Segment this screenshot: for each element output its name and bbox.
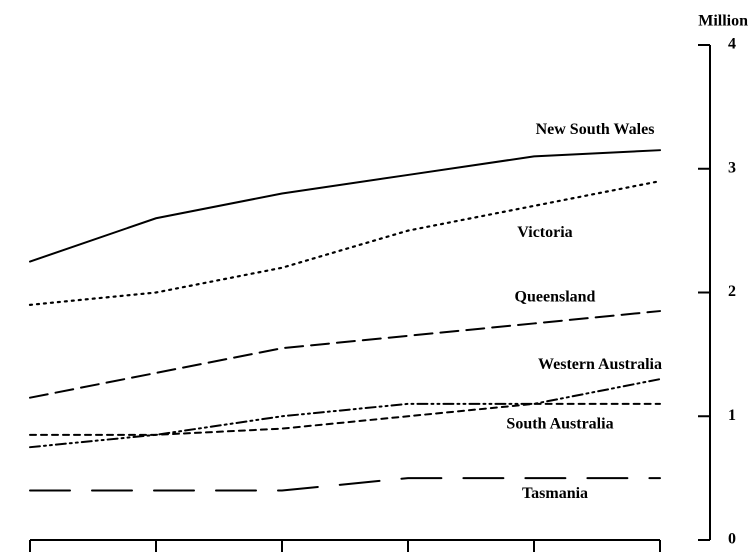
x-tick-label: 1991 xyxy=(644,559,676,560)
x-tick-label: 1976 xyxy=(14,559,46,560)
x-tick-label: 1988 xyxy=(518,559,550,560)
x-tick-label: 1982 xyxy=(266,559,298,560)
series-line xyxy=(29,310,661,399)
series-label: South Australia xyxy=(506,416,613,433)
y-tick-label: 3 xyxy=(728,159,736,176)
series-label: Tasmania xyxy=(522,485,588,502)
series-label: Queensland xyxy=(515,289,596,306)
series-label: Western Australia xyxy=(538,356,662,373)
series-line xyxy=(29,477,661,492)
series-label: New South Wales xyxy=(536,121,655,138)
series-line xyxy=(28,180,662,306)
x-tick-label: 1985 xyxy=(392,559,424,560)
y-tick-label: 0 xyxy=(728,531,736,548)
series-line xyxy=(29,149,661,263)
series-label: Victoria xyxy=(517,224,572,241)
series-line xyxy=(29,378,661,449)
x-tick-label: 1979 xyxy=(140,559,172,560)
y-tick-label: 4 xyxy=(728,36,736,53)
y-tick-label: 2 xyxy=(728,283,736,300)
y-tick-label: 1 xyxy=(728,407,736,424)
y-axis-label: Million xyxy=(698,13,748,30)
series-line xyxy=(29,402,661,436)
